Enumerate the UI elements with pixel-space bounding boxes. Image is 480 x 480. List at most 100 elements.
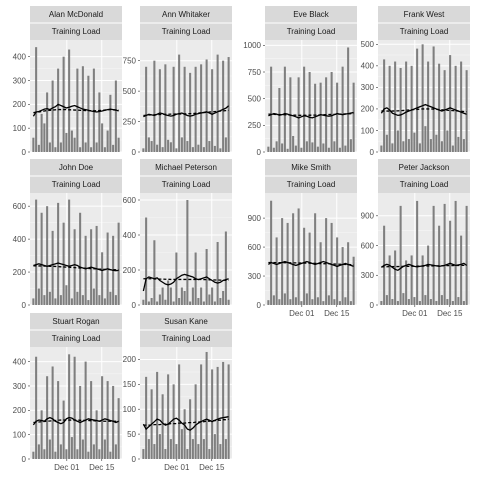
y-tick-label: 300 [361,271,375,280]
training-load-bar [208,141,211,152]
training-load-bar [216,54,219,152]
training-load-bar [294,145,297,152]
training-load-bar [95,410,98,459]
training-load-bar [200,64,203,152]
training-load-bar [81,295,84,305]
training-load-bar [421,255,424,305]
training-load-bar [35,356,38,459]
training-load-bar [278,88,281,152]
training-load-bar [167,280,170,305]
training-load-bar [399,205,402,305]
training-load-bar [278,299,281,305]
training-load-bar [172,384,175,459]
training-load-bar [407,139,410,152]
training-load-bar [114,80,117,152]
training-load-bar [142,449,145,459]
training-load-bar [385,295,388,305]
training-load-bar [32,451,35,459]
facet-metric-label: Training Load [162,27,211,36]
training-load-bar [435,134,438,152]
facet-athlete-name: Frank West [404,10,446,19]
training-load-bar [413,297,416,305]
training-load-bar [224,439,227,459]
rolling-average-line [380,103,467,117]
training-load-bar [349,139,352,152]
facet-athlete-name: John Doe [59,163,94,172]
training-load-bar [76,291,79,305]
y-tick-label: 300 [13,382,27,391]
training-load-bar [40,410,43,459]
training-load-bar [90,147,93,152]
y-tick-label: 600 [248,243,262,252]
training-load-bar [189,72,192,152]
training-load-bar [37,288,40,305]
training-load-bar [432,46,435,152]
training-load-bar [446,130,449,152]
training-load-bar [222,361,225,459]
training-load-bar [87,451,90,459]
facet-athlete-name: Stuart Rogan [52,317,99,326]
training-load-bar [462,139,465,152]
training-load-bar [103,147,106,152]
y-tick-label: 200 [123,266,137,275]
training-load-bar [197,144,200,152]
training-load-bar [219,148,222,152]
training-load-bar [224,231,227,305]
training-load-bar [224,137,227,152]
y-tick-label: 400 [13,235,27,244]
training-load-bar [95,225,98,305]
training-load-bar [84,142,87,152]
training-load-bar [98,92,101,152]
training-load-bar [410,65,413,152]
training-load-bar [76,449,79,459]
training-load-bar [388,65,391,152]
training-load-bar [333,141,336,152]
training-load-bar [208,294,211,305]
y-tick-label: 600 [123,196,137,205]
trend-line [381,108,467,113]
training-load-bar [311,299,314,305]
training-load-bar [142,299,145,305]
training-load-bar [413,132,416,152]
training-load-bar [300,301,303,305]
training-load-bar [156,301,159,305]
training-load-bar [98,449,101,459]
training-load-bar [344,297,347,305]
training-load-bar [205,351,208,459]
training-load-bar [191,439,194,459]
rolling-average-line [32,416,119,426]
training-load-bar [443,70,446,152]
x-tick-label: Dec 15 [199,463,225,472]
y-tick-label: 200 [13,406,27,415]
training-load-bar [87,300,90,305]
facet-panel: Mike Smith Training Load 0 300 600 900 Dec 01 D… [248,159,357,318]
rolling-average-line [143,105,230,118]
training-load-bar [385,134,388,152]
facet-metric-label: Training Load [162,180,211,189]
rolling-average-line [142,273,229,292]
training-load-bar [454,65,457,152]
training-load-bar [156,144,159,152]
training-load-bar [330,72,333,152]
training-load-bar [79,147,82,152]
training-load-bar [65,449,68,459]
facet-panel: John Doe Training Load 0 200 400 600 [13,159,122,310]
training-load-bar [347,242,350,305]
facet-metric-label: Training Load [287,180,336,189]
training-load-bar [213,145,216,152]
training-load-bar [175,444,178,459]
training-load-bar [59,142,62,152]
training-load-bar [303,66,306,152]
training-load-bar [200,287,203,305]
facet-metric-label: Training Load [400,27,449,36]
x-tick-label: Dec 01 [54,463,80,472]
x-tick-label: Dec 15 [437,309,463,318]
training-load-bar [178,364,181,459]
training-load-bar [57,202,60,305]
y-tick-label: 400 [123,231,137,240]
facet-metric-label: Training Load [52,180,101,189]
training-load-bar [338,301,341,305]
training-load-bar [156,371,159,459]
training-load-bar [394,61,397,152]
training-load-bar [35,199,38,305]
